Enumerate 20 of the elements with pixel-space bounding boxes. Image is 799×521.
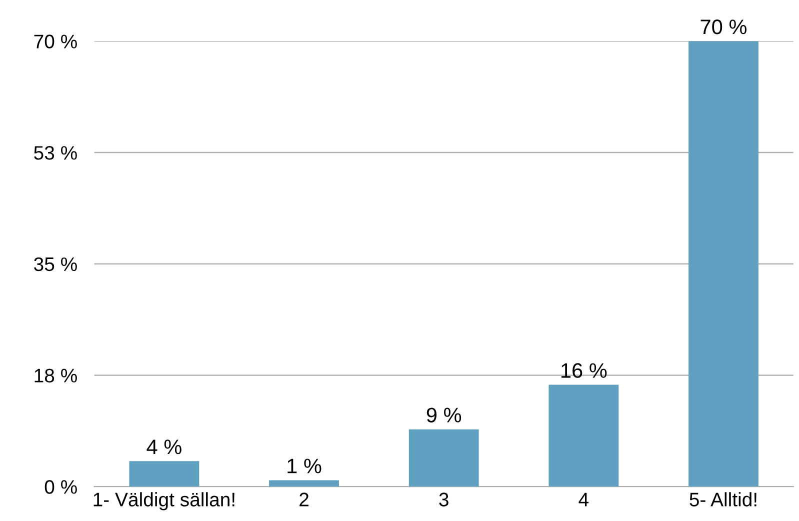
x-tick-label: 2	[300, 492, 308, 506]
data-label: 1 %	[288, 458, 322, 474]
y-tick-label: 70 %	[34, 34, 77, 48]
bar	[129, 461, 200, 487]
x-tick-label: 4	[578, 492, 589, 506]
bar	[269, 480, 339, 487]
data-label: 4 %	[146, 440, 182, 454]
x-tick-label: 1- Väldigt sällan!	[94, 492, 234, 510]
y-tick-label: 35 %	[34, 257, 77, 272]
bar	[408, 429, 479, 487]
x-tick-label: 3	[439, 492, 448, 506]
y-tick-label: 0 %	[44, 480, 77, 494]
data-label: 70 %	[700, 20, 746, 34]
data-label: 16 %	[562, 363, 607, 378]
bar	[688, 41, 758, 487]
y-tick-label: 18 %	[34, 368, 77, 382]
y-tick-label: 53 %	[34, 146, 77, 160]
data-label: 9 %	[426, 408, 462, 422]
x-tick-label: 5- Alltid!	[690, 492, 756, 506]
bar	[548, 384, 619, 487]
